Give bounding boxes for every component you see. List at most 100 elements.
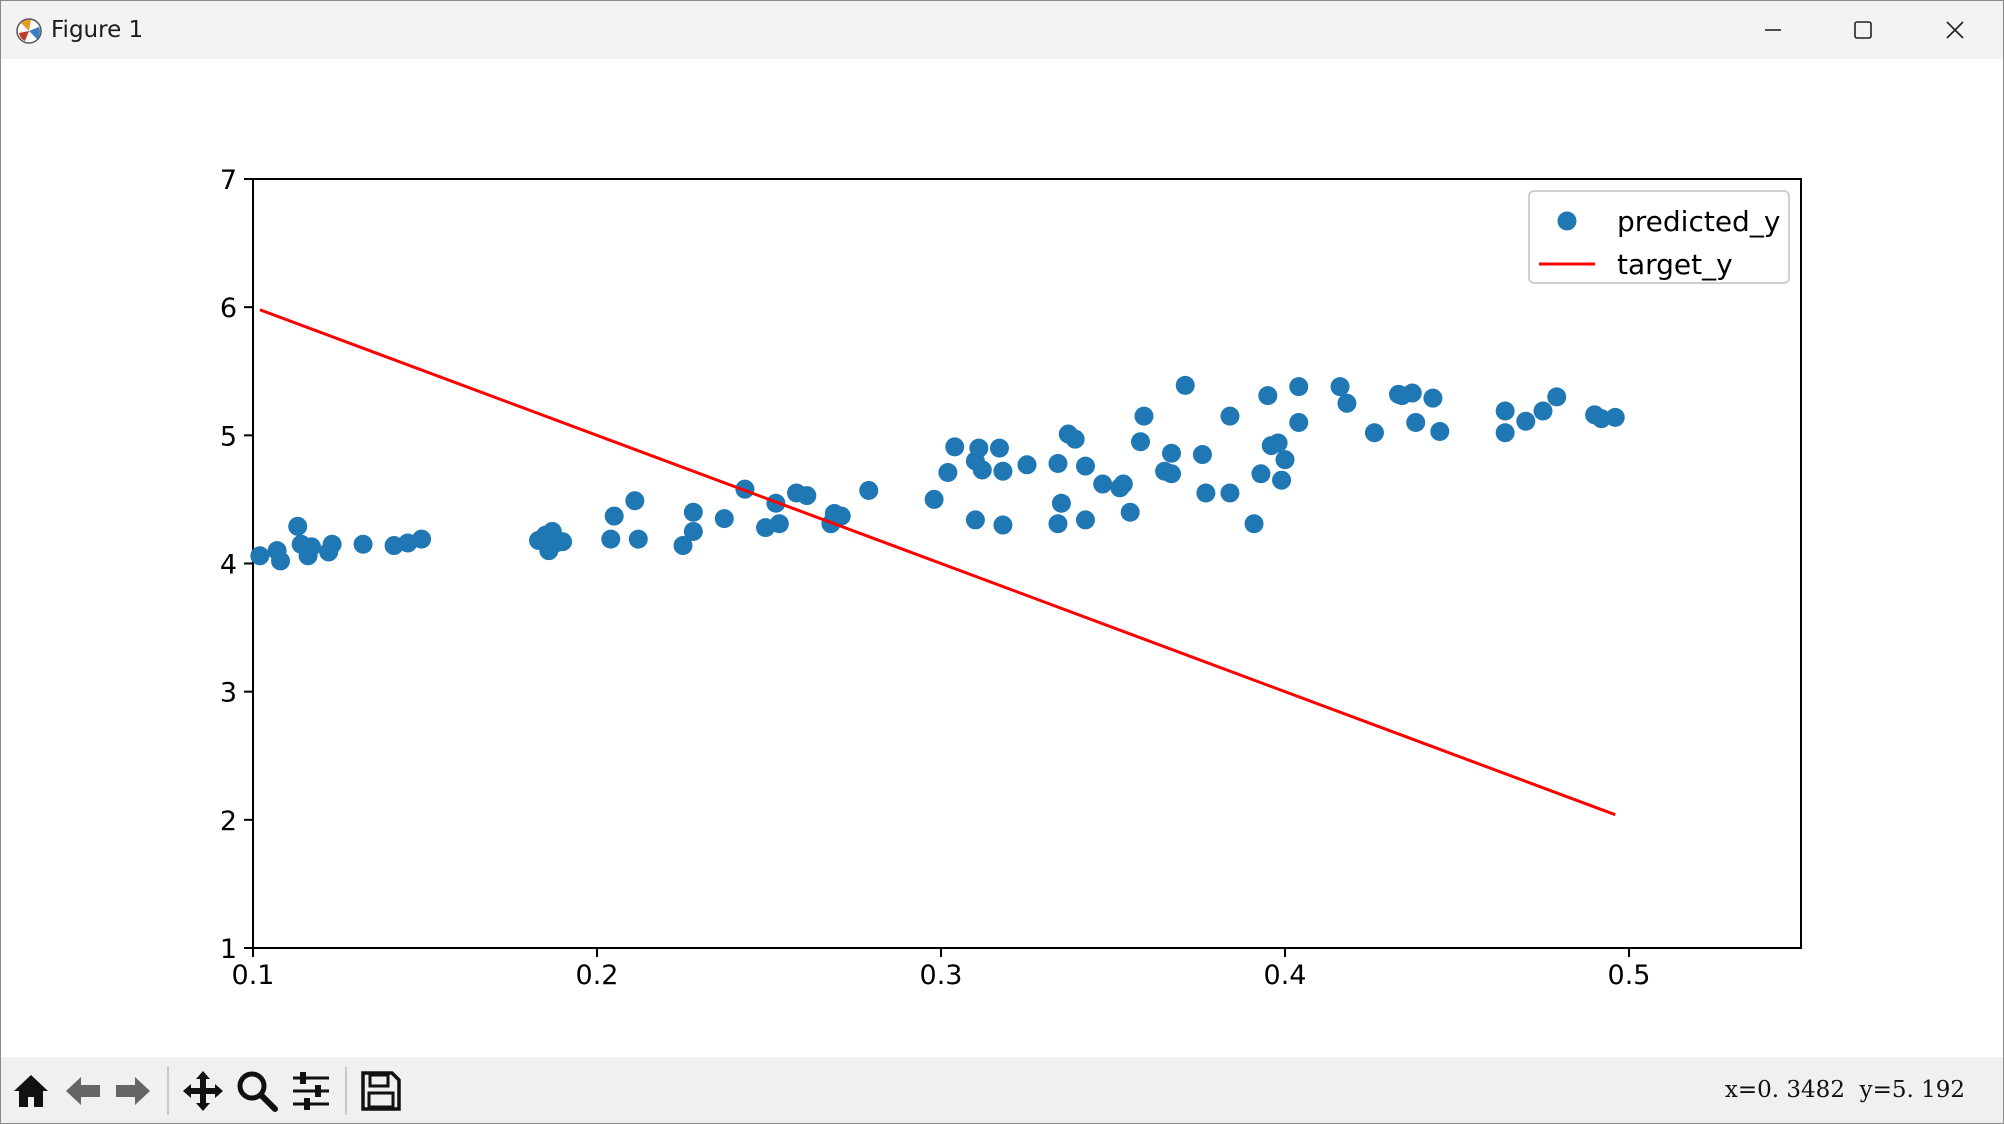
scatter-point (1134, 406, 1154, 426)
save-icon (361, 1071, 401, 1111)
scatter-point (288, 516, 308, 536)
scatter-point (1337, 393, 1357, 413)
forward-button[interactable] (109, 1067, 157, 1115)
scatter-point (322, 534, 342, 554)
figure-canvas[interactable]: 0.1 0.2 0.3 0.4 0.5 1 2 3 4 5 6 7 predicted_y target_… (1, 59, 2003, 1057)
scatter-point (1131, 432, 1151, 452)
scatter-point (972, 460, 992, 480)
zoom-button[interactable] (233, 1067, 281, 1115)
scatter-point (250, 546, 270, 566)
scatter-point (673, 536, 693, 556)
scatter-point (945, 437, 965, 457)
scatter-point (969, 438, 989, 458)
scatter-point (993, 461, 1013, 481)
scatter-point (1591, 409, 1611, 429)
minimize-button[interactable] (1727, 1, 1819, 59)
scatter-point (714, 509, 734, 529)
matplotlib-app-icon (15, 17, 43, 45)
scatter-point (1220, 483, 1240, 503)
scatter-point (831, 506, 851, 526)
y-tick-label: 7 (220, 165, 237, 196)
navigation-toolbar: x=0. 3482 y=5. 192 (1, 1057, 2003, 1123)
scatter-point (604, 506, 624, 526)
y-tick-label: 6 (220, 293, 237, 324)
scatter-point (1075, 456, 1095, 476)
pan-icon (183, 1071, 223, 1111)
scatter-point (993, 515, 1013, 535)
scatter-point (1192, 445, 1212, 465)
y-tick-label: 3 (220, 678, 237, 709)
scatter-point (1075, 510, 1095, 530)
scatter-point (1272, 470, 1292, 490)
scatter-point (1547, 387, 1567, 407)
x-tick-label: 0.5 (1608, 960, 1651, 991)
scatter-point (1495, 423, 1515, 443)
scatter-point (965, 510, 985, 530)
scatter-point (769, 514, 789, 534)
close-button[interactable] (1909, 1, 2001, 59)
scatter-point (1175, 375, 1195, 395)
scatter-point (1330, 377, 1350, 397)
scatter-point (553, 532, 573, 552)
scatter-point (859, 480, 879, 500)
scatter-point (1533, 401, 1553, 421)
x-tick-label: 0.2 (576, 960, 619, 991)
scatter-point (683, 521, 703, 541)
scatter-point (601, 529, 621, 549)
scatter-point (1065, 429, 1085, 449)
scatter-point (1017, 455, 1037, 475)
scatter-point (938, 463, 958, 483)
configure-subplots-icon (293, 1072, 329, 1110)
configure-subplots-button[interactable] (287, 1067, 335, 1115)
scatter-point (1051, 493, 1071, 513)
back-button[interactable] (59, 1067, 107, 1115)
scatter-point (683, 502, 703, 522)
scatter-point (1495, 401, 1515, 421)
scatter-point (1289, 413, 1309, 433)
close-icon (1946, 21, 1964, 39)
x-tick-label: 0.4 (1264, 960, 1307, 991)
scatter-point (989, 438, 1009, 458)
scatter-point (1220, 406, 1240, 426)
forward-icon (116, 1077, 150, 1105)
scatter-point (1244, 514, 1264, 534)
y-tick-label: 5 (220, 421, 237, 452)
scatter-point (625, 491, 645, 511)
y-tick-label: 2 (220, 806, 237, 837)
scatter-point (1048, 454, 1068, 474)
maximize-icon (1854, 21, 1872, 39)
home-button[interactable] (7, 1067, 55, 1115)
legend-label: predicted_y (1617, 205, 1780, 238)
window-title: Figure 1 (51, 17, 144, 43)
scatter-point (1161, 464, 1181, 484)
legend-box (1528, 190, 1790, 284)
scatter-point (1161, 443, 1181, 463)
title-bar: Figure 1 (1, 1, 2003, 59)
scatter-point (1268, 433, 1288, 453)
x-tick-label: 0.1 (232, 960, 275, 991)
scatter-point (412, 529, 432, 549)
zoom-icon (237, 1071, 278, 1112)
scatter-point (1402, 383, 1422, 403)
y-tick-label: 1 (220, 934, 237, 965)
save-button[interactable] (357, 1067, 405, 1115)
scatter-point (353, 534, 373, 554)
scatter-point (628, 529, 648, 549)
pan-button[interactable] (179, 1067, 227, 1115)
minimize-icon (1765, 29, 1781, 31)
scatter-point (1258, 386, 1278, 406)
scatter-point (1196, 483, 1216, 503)
scatter-point (1289, 377, 1309, 397)
maximize-button[interactable] (1817, 1, 1909, 59)
scatter-point (924, 489, 944, 509)
back-icon (66, 1077, 100, 1105)
scatter-point (1605, 407, 1625, 427)
scatter-point (1093, 474, 1113, 494)
scatter-point (1516, 411, 1536, 431)
axes-frame (252, 178, 1802, 949)
scatter-chart: 0.1 0.2 0.3 0.4 0.5 1 2 3 4 5 6 7 predicted_y target_… (220, 165, 1802, 991)
scatter-point (1120, 502, 1140, 522)
home-icon (14, 1075, 48, 1107)
toolbar-separator (167, 1067, 169, 1115)
